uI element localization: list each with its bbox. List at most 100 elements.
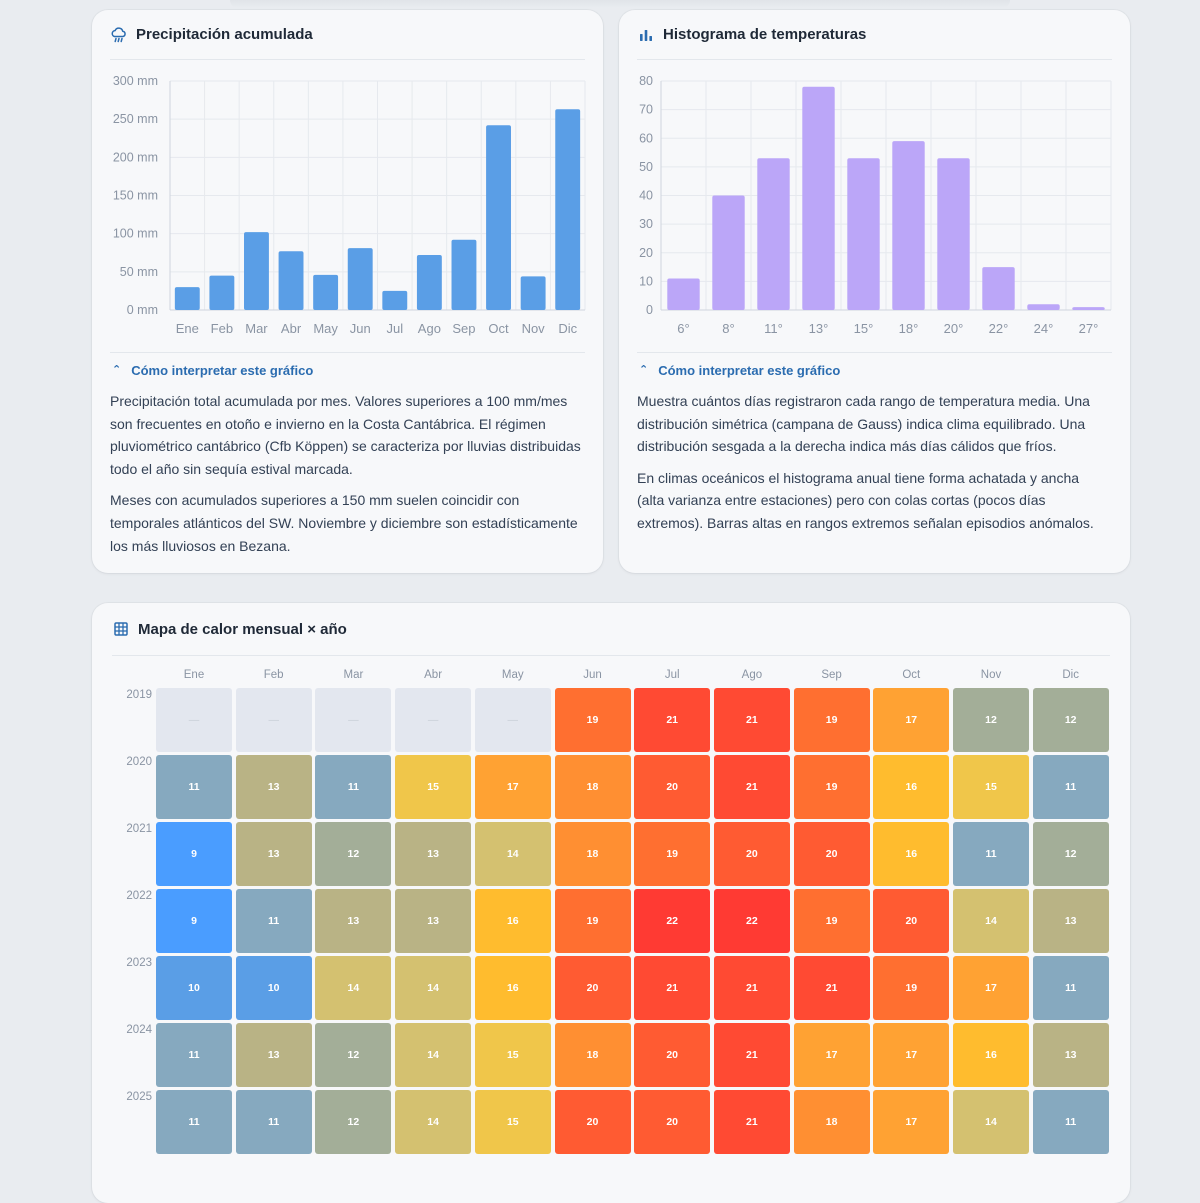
- heatmap-cell: 21: [713, 1023, 790, 1087]
- x-tick-label: 8°: [722, 321, 734, 336]
- heatmap-cell: 20: [634, 1023, 711, 1087]
- x-tick-label: Sep: [452, 321, 475, 336]
- heatmap-cell: 15: [395, 755, 472, 819]
- heatmap-cell: 20: [634, 755, 711, 819]
- x-tick-label: Nov: [522, 321, 546, 336]
- heatmap-cell: 18: [554, 822, 631, 886]
- heatmap-cell: 19: [793, 755, 870, 819]
- divider: [110, 352, 585, 353]
- heatmap-month-label: Ene: [183, 669, 205, 681]
- heatmap-cell: 16: [873, 822, 950, 886]
- bar: [278, 251, 304, 310]
- heatmap-month-label: Abr: [424, 669, 443, 681]
- bar: [347, 248, 373, 310]
- y-tick-label: 50 mm: [120, 265, 158, 279]
- heatmap-cell: 13: [1032, 1023, 1109, 1087]
- histogram-description: Muestra cuántos días registraron cada ra…: [637, 390, 1110, 544]
- heatmap-cell: 11: [235, 1090, 312, 1154]
- description-paragraph: Meses con acumulados superiores a 150 mm…: [110, 492, 578, 554]
- heatmap-cell: 11: [315, 755, 392, 819]
- heatmap-month-label: Jul: [664, 669, 680, 681]
- heatmap-cell: 13: [315, 889, 392, 953]
- heatmap-cell: 15: [474, 1090, 551, 1154]
- top-shadow: [230, 0, 1010, 8]
- precipitation-chart: 0 mm 50 mm 100 mm 150 mm 200 mm 250 mm 300 mm E…: [113, 74, 586, 336]
- y-tick-label: 60: [639, 131, 653, 145]
- heatmap-year-label: 2022: [126, 890, 152, 902]
- heatmap-cell: 11: [156, 1090, 232, 1154]
- heatmap-cell: 11: [1032, 1090, 1109, 1154]
- bar: [451, 239, 477, 310]
- heatmap-year-label: 2023: [126, 957, 152, 969]
- heatmap-cell: 11: [156, 755, 232, 819]
- bar: [757, 158, 790, 310]
- description-paragraph: En climas oceánicos el histograma anual …: [637, 469, 1094, 531]
- heatmap-cell: 14: [953, 1090, 1029, 1154]
- heatmap-cell: 14: [395, 956, 472, 1020]
- interpret-toggle[interactable]: ⌃ Cómo interpretar este gráfico: [112, 363, 313, 378]
- y-tick-label: 100 mm: [113, 227, 158, 241]
- heatmap-cell: 13: [1032, 889, 1109, 953]
- heatmap-cell: 14: [395, 1023, 472, 1087]
- heatmap-cell: 19: [793, 889, 870, 953]
- heatmap-cell: 21: [713, 688, 790, 752]
- bar: [416, 255, 442, 310]
- x-tick-label: 15°: [854, 321, 874, 336]
- heatmap-cell: —: [395, 688, 472, 752]
- x-tick-label: Ago: [418, 321, 441, 336]
- bar: [1072, 307, 1105, 310]
- x-tick-label: Abr: [281, 321, 302, 336]
- heatmap-cell: 19: [873, 956, 950, 1020]
- heatmap-cell: 21: [713, 755, 790, 819]
- y-tick-label: 150 mm: [113, 189, 158, 203]
- x-tick-label: Jul: [386, 321, 403, 336]
- heatmap-cell: 15: [953, 755, 1029, 819]
- interpret-toggle[interactable]: ⌃ Cómo interpretar este gráfico: [639, 363, 840, 378]
- heatmap-cell: 14: [315, 956, 392, 1020]
- heatmap-cell: 22: [634, 889, 711, 953]
- y-tick-label: 40: [639, 189, 653, 203]
- histogram-title: Histograma de temperaturas: [663, 26, 867, 43]
- histogram-card: Histograma de temperaturas 0 10 20 30 40 50 60…: [619, 10, 1130, 573]
- x-tick-label: Feb: [211, 321, 233, 336]
- heatmap-cell: 20: [634, 1090, 711, 1154]
- heatmap-cell: 9: [156, 822, 232, 886]
- heatmap-cell: 22: [713, 889, 790, 953]
- heatmap-cell: 17: [873, 1090, 950, 1154]
- heatmap-cell: 13: [235, 755, 312, 819]
- precipitation-card: Precipitación acumulada 0 mm 50 mm 100 mm 1…: [92, 10, 603, 573]
- heatmap-cell: 12: [315, 822, 392, 886]
- heatmap-cell: 13: [235, 1023, 312, 1087]
- x-tick-label: 11°: [764, 321, 783, 336]
- heatmap-cell: 18: [554, 1023, 631, 1087]
- heatmap-month-label: Sep: [821, 669, 842, 681]
- bar-chart-icon: [637, 26, 655, 44]
- bar: [667, 278, 700, 310]
- heatmap-cell: 17: [873, 1023, 950, 1087]
- heatmap-cell: —: [474, 688, 551, 752]
- bar: [937, 158, 970, 310]
- heatmap-cell: 12: [1032, 822, 1109, 886]
- bar: [520, 276, 546, 310]
- heatmap-cell: 21: [634, 956, 711, 1020]
- heatmap-cell: —: [235, 688, 312, 752]
- bar: [802, 86, 835, 310]
- heatmap-month-label: Feb: [263, 669, 284, 681]
- histogram-header: Histograma de temperaturas: [637, 10, 1112, 60]
- x-tick-label: Jun: [350, 321, 371, 336]
- heatmap-cell: 14: [953, 889, 1029, 953]
- heatmap-cell: 19: [793, 688, 870, 752]
- heatmap-cell: 18: [793, 1090, 870, 1154]
- heatmap-cell: 20: [554, 1090, 631, 1154]
- x-tick-label: Ene: [176, 321, 199, 336]
- heatmap-cell: 11: [235, 889, 312, 953]
- heatmap-cell: 9: [156, 889, 232, 953]
- y-tick-label: 200 mm: [113, 150, 158, 164]
- heatmap-cell: 10: [156, 956, 232, 1020]
- y-tick-label: 80: [639, 74, 653, 88]
- bar: [174, 287, 200, 310]
- x-tick-label: 18°: [899, 321, 919, 336]
- heatmap-cell: 19: [554, 889, 631, 953]
- bar: [244, 232, 269, 310]
- heatmap-cell: 17: [873, 688, 950, 752]
